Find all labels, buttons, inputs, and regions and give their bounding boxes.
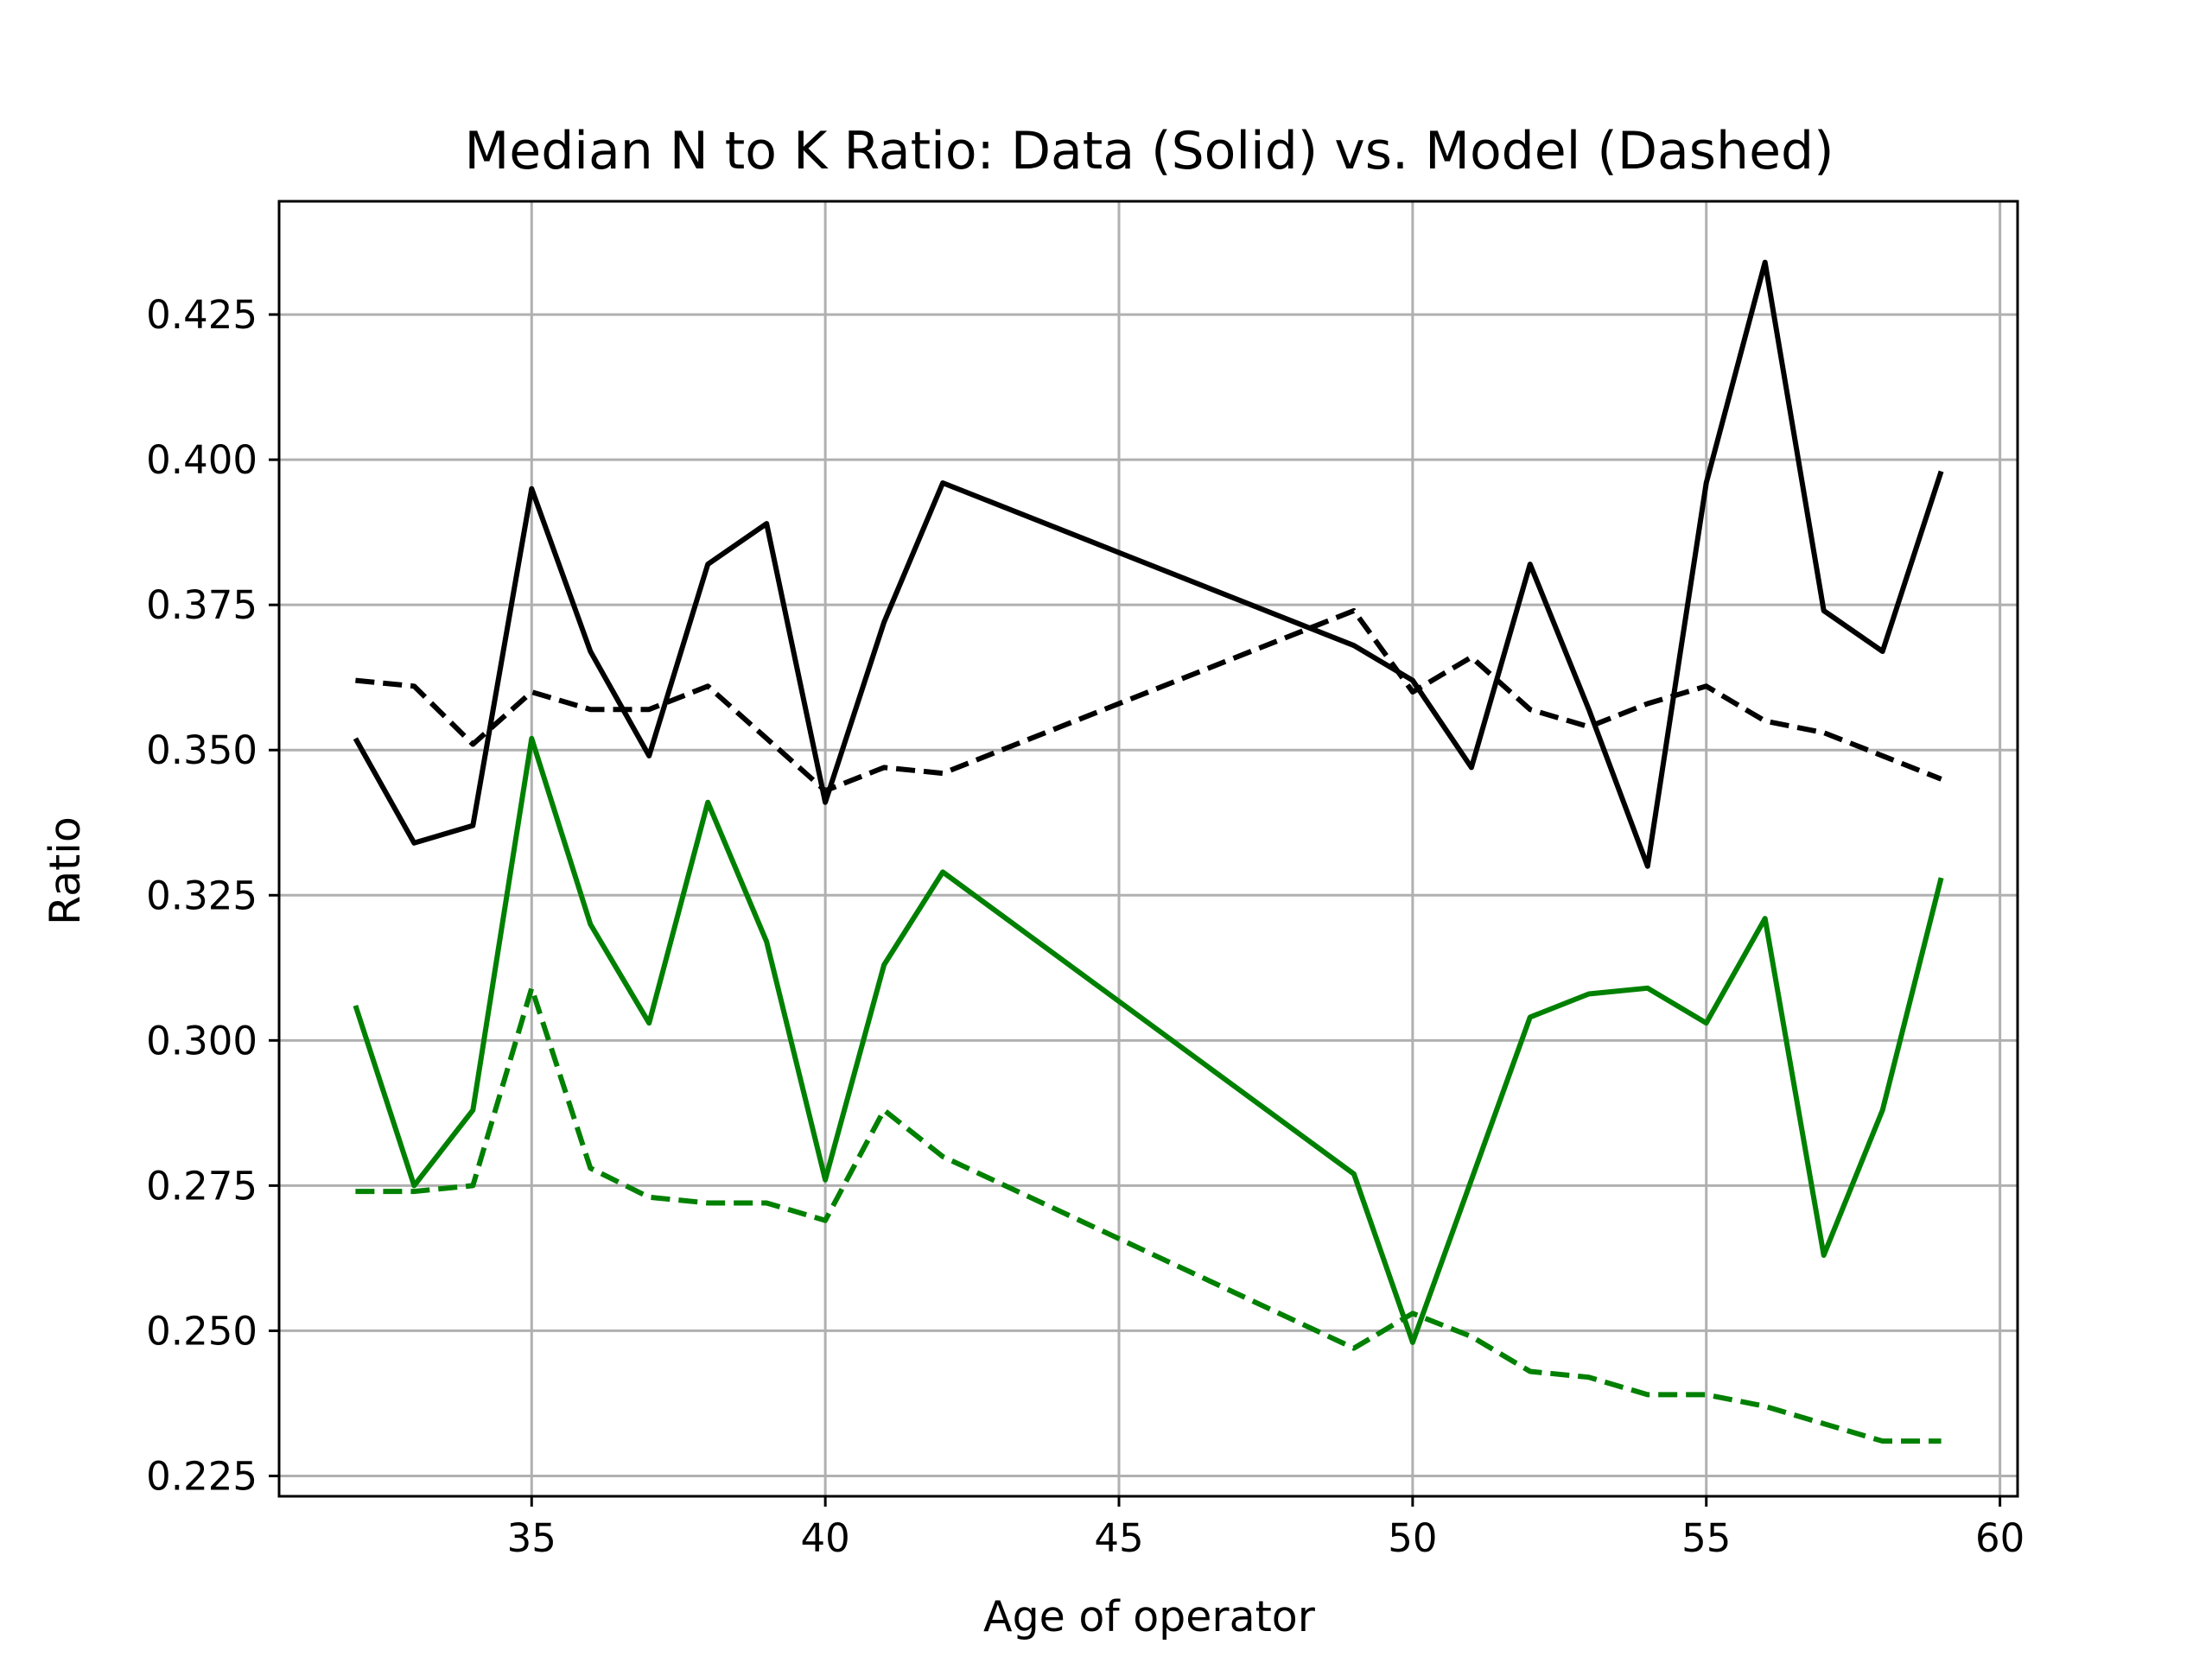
series-line-green-solid	[353, 735, 1944, 1345]
y-tick-label: 0.250	[146, 1308, 257, 1354]
x-tick-label: 50	[1388, 1515, 1437, 1561]
plot-frame	[277, 200, 2019, 1498]
x-tick-label: 55	[1681, 1515, 1731, 1561]
grid-lines	[279, 201, 2018, 1496]
series-line-black-dashed	[355, 607, 1942, 794]
y-tick-label: 0.325	[146, 873, 257, 918]
y-tick-label: 0.225	[146, 1453, 257, 1499]
x-axis-label: Age of operator	[983, 1592, 1316, 1641]
y-tick-label: 0.425	[146, 292, 257, 338]
y-tick-label: 0.300	[146, 1018, 257, 1063]
y-axis-ticks: 0.225 0.250 0.275 0.300 0.325 0.350 0.375 0.400…	[146, 292, 279, 1499]
y-tick-label: 0.350	[146, 727, 257, 773]
y-tick-label: 0.275	[146, 1163, 257, 1209]
y-axis-label: Ratio	[41, 816, 90, 925]
x-tick-label: 60	[1975, 1515, 2024, 1561]
x-tick-label: 40	[801, 1515, 850, 1561]
data-series	[353, 259, 1944, 1444]
series-line-black-solid	[353, 259, 1944, 869]
series-line-green-dashed	[355, 985, 1942, 1444]
x-tick-label: 45	[1094, 1515, 1143, 1561]
y-tick-label: 0.375	[146, 582, 257, 628]
chart-title: Median N to K Ratio: Data (Solid) vs. Mo…	[465, 121, 1834, 181]
x-tick-label: 35	[507, 1515, 556, 1561]
y-tick-label: 0.400	[146, 437, 257, 483]
x-axis-ticks: 35 40 45 50 55 60	[507, 1496, 2024, 1561]
